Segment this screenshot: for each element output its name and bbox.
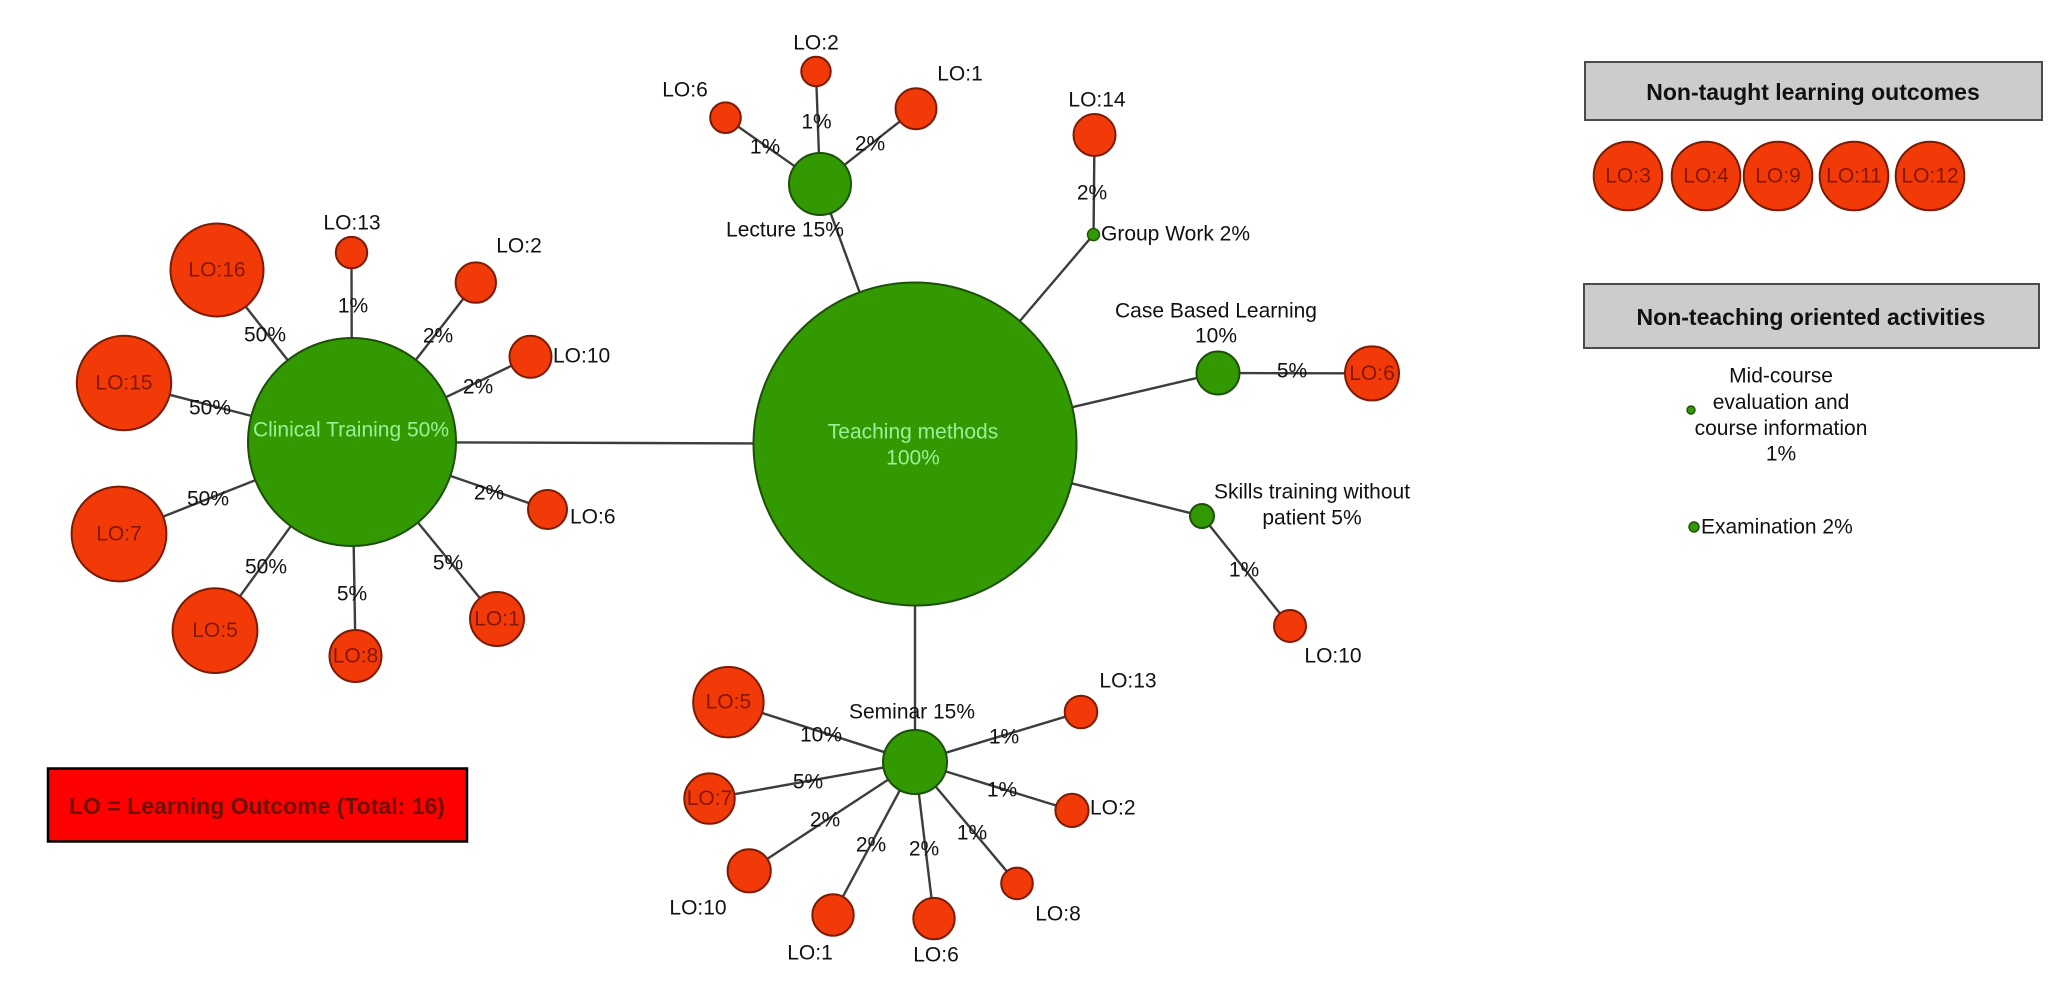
svg-text:2%: 2% [909,838,939,861]
svg-text:LO:8: LO:8 [1035,903,1081,926]
svg-text:LO:3: LO:3 [1605,165,1651,188]
svg-text:LO:7: LO:7 [96,523,142,546]
svg-text:2%: 2% [855,133,885,156]
svg-text:Skills training without: Skills training without [1214,481,1410,504]
svg-text:10%: 10% [800,724,842,747]
svg-text:course information: course information [1695,417,1868,440]
svg-text:LO:6: LO:6 [570,506,616,529]
svg-text:2%: 2% [474,482,504,505]
svg-text:LO:2: LO:2 [1090,797,1136,820]
svg-text:LO:10: LO:10 [1304,645,1361,668]
svg-text:100%: 100% [886,447,940,470]
svg-text:2%: 2% [856,834,886,857]
svg-text:Non-teaching oriented activiti: Non-teaching oriented activities [1637,304,1986,330]
svg-text:LO:4: LO:4 [1683,165,1729,188]
svg-text:LO:6: LO:6 [1349,362,1395,385]
svg-text:2%: 2% [463,376,493,399]
svg-text:LO:13: LO:13 [1099,670,1156,693]
svg-text:1%: 1% [1766,443,1796,466]
svg-text:patient 5%: patient 5% [1262,507,1361,530]
svg-text:Mid-course: Mid-course [1729,365,1833,388]
svg-text:2%: 2% [423,325,453,348]
svg-text:Group Work 2%: Group Work 2% [1101,223,1250,246]
svg-text:Lecture 15%: Lecture 15% [726,219,844,242]
svg-text:1%: 1% [957,822,987,845]
svg-text:Non-taught learning outcomes: Non-taught learning outcomes [1646,79,1980,105]
svg-text:50%: 50% [244,324,286,347]
svg-text:1%: 1% [750,136,780,159]
svg-text:LO:16: LO:16 [188,259,245,282]
svg-text:LO:5: LO:5 [706,691,752,714]
svg-text:5%: 5% [433,552,463,575]
svg-text:5%: 5% [337,583,367,606]
svg-text:Examination 2%: Examination 2% [1701,516,1853,539]
svg-text:LO:8: LO:8 [333,645,379,668]
svg-text:LO:14: LO:14 [1068,89,1126,112]
svg-text:50%: 50% [189,397,231,420]
svg-text:LO:9: LO:9 [1755,165,1801,188]
svg-text:LO:11: LO:11 [1826,165,1882,188]
svg-text:Clinical Training 50%: Clinical Training 50% [253,419,449,442]
svg-text:Teaching methods: Teaching methods [828,421,998,444]
svg-text:LO:13: LO:13 [323,212,380,235]
svg-text:LO:6: LO:6 [913,944,959,967]
svg-text:LO:10: LO:10 [669,897,726,920]
svg-text:LO = Learning Outcome (Total:: LO = Learning Outcome (Total: 16) [69,793,445,819]
svg-text:5%: 5% [1277,360,1307,383]
svg-text:2%: 2% [810,809,840,832]
svg-text:LO:1: LO:1 [787,942,833,965]
svg-text:LO:7: LO:7 [687,787,733,810]
svg-text:1%: 1% [801,111,831,134]
svg-text:LO:5: LO:5 [192,619,238,642]
svg-text:1%: 1% [987,779,1017,802]
svg-text:50%: 50% [245,556,287,579]
svg-text:LO:1: LO:1 [937,63,983,86]
svg-text:10%: 10% [1195,325,1237,348]
svg-text:LO:10: LO:10 [553,345,610,368]
svg-text:LO:2: LO:2 [793,32,839,55]
svg-text:LO:12: LO:12 [1901,165,1958,188]
svg-text:1%: 1% [989,726,1019,749]
svg-text:LO:6: LO:6 [662,79,708,102]
svg-text:50%: 50% [187,488,229,511]
svg-text:LO:15: LO:15 [95,372,152,395]
svg-text:LO:1: LO:1 [474,608,520,631]
svg-text:evaluation and: evaluation and [1713,391,1850,414]
svg-text:2%: 2% [1077,182,1107,205]
svg-text:1%: 1% [1229,559,1259,582]
svg-text:5%: 5% [793,771,823,794]
svg-text:Case Based Learning: Case Based Learning [1115,300,1317,323]
svg-text:Seminar 15%: Seminar 15% [849,701,975,724]
svg-text:1%: 1% [338,295,368,318]
svg-text:LO:2: LO:2 [496,235,542,258]
